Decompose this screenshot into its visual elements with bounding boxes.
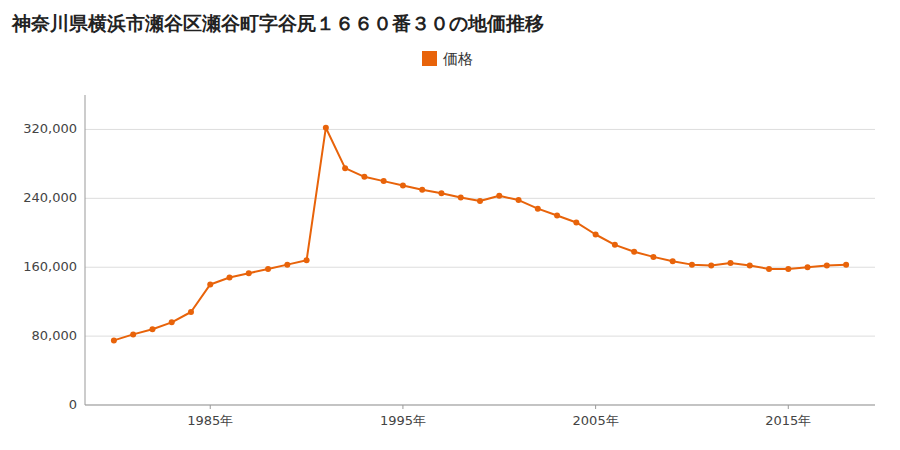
line xyxy=(114,128,846,341)
marker xyxy=(747,263,753,269)
marker xyxy=(824,263,830,269)
marker xyxy=(573,219,579,225)
marker xyxy=(496,193,502,199)
tick-mark xyxy=(402,405,403,409)
marker xyxy=(805,264,811,270)
marker xyxy=(284,262,290,268)
tick-label: 0 xyxy=(69,397,77,412)
marker xyxy=(246,270,252,276)
marker xyxy=(727,260,733,266)
y-axis: 0 80,000 160,000 240,000 320,000 xyxy=(23,121,875,412)
marker xyxy=(400,182,406,188)
marker xyxy=(477,198,483,204)
marker xyxy=(304,257,310,263)
marker xyxy=(554,213,560,219)
legend-swatch xyxy=(422,51,437,66)
marker xyxy=(708,263,714,269)
tick-label: 160,000 xyxy=(23,259,77,274)
marker xyxy=(843,262,849,268)
tick-label: 1995年 xyxy=(380,413,426,428)
grid-line xyxy=(85,129,875,130)
marker xyxy=(381,178,387,184)
marker xyxy=(785,266,791,272)
marker xyxy=(670,258,676,264)
marker xyxy=(265,266,271,272)
marker xyxy=(650,254,656,260)
tick-label: 2015年 xyxy=(765,413,811,428)
marker xyxy=(766,266,772,272)
marker xyxy=(361,174,367,180)
grid-line xyxy=(85,336,875,337)
tick-mark xyxy=(210,405,211,409)
chart: 神奈川県横浜市瀬谷区瀬谷町字谷尻１６６０番３０の地価推移 0 80,000 160,0… xyxy=(0,0,900,450)
marker xyxy=(631,249,637,255)
marker xyxy=(111,337,117,343)
x-axis: 1985年 1995年 2005年 2015年 xyxy=(187,405,811,428)
marker xyxy=(458,194,464,200)
marker xyxy=(516,197,522,203)
tick-label: 1985年 xyxy=(187,413,233,428)
marker xyxy=(419,187,425,193)
marker xyxy=(689,262,695,268)
x-axis-line xyxy=(85,405,875,406)
marker xyxy=(323,125,329,131)
marker xyxy=(207,281,213,287)
tick-label: 2005年 xyxy=(573,413,619,428)
plot-area xyxy=(111,125,849,344)
marker xyxy=(149,326,155,332)
page: {"chart_data": {"type": "line", "title":… xyxy=(0,0,900,450)
marker xyxy=(593,232,599,238)
grid-line xyxy=(85,405,875,406)
title: 神奈川県横浜市瀬谷区瀬谷町字谷尻１６６０番３０の地価推移 xyxy=(11,12,544,34)
y-axis-line xyxy=(85,95,86,405)
marker xyxy=(227,275,233,281)
tick-mark xyxy=(788,405,789,409)
tick-label: 240,000 xyxy=(23,190,77,205)
legend-label: 価格 xyxy=(443,50,473,68)
marker xyxy=(612,242,618,248)
marker xyxy=(169,319,175,325)
tick-label: 320,000 xyxy=(23,121,77,136)
marker xyxy=(130,331,136,337)
tick-label: 80,000 xyxy=(32,328,78,343)
marker xyxy=(438,190,444,196)
marker xyxy=(535,206,541,212)
marker xyxy=(342,165,348,171)
marker xyxy=(188,309,194,315)
legend: 価格 xyxy=(422,50,473,68)
tick-mark xyxy=(595,405,596,409)
